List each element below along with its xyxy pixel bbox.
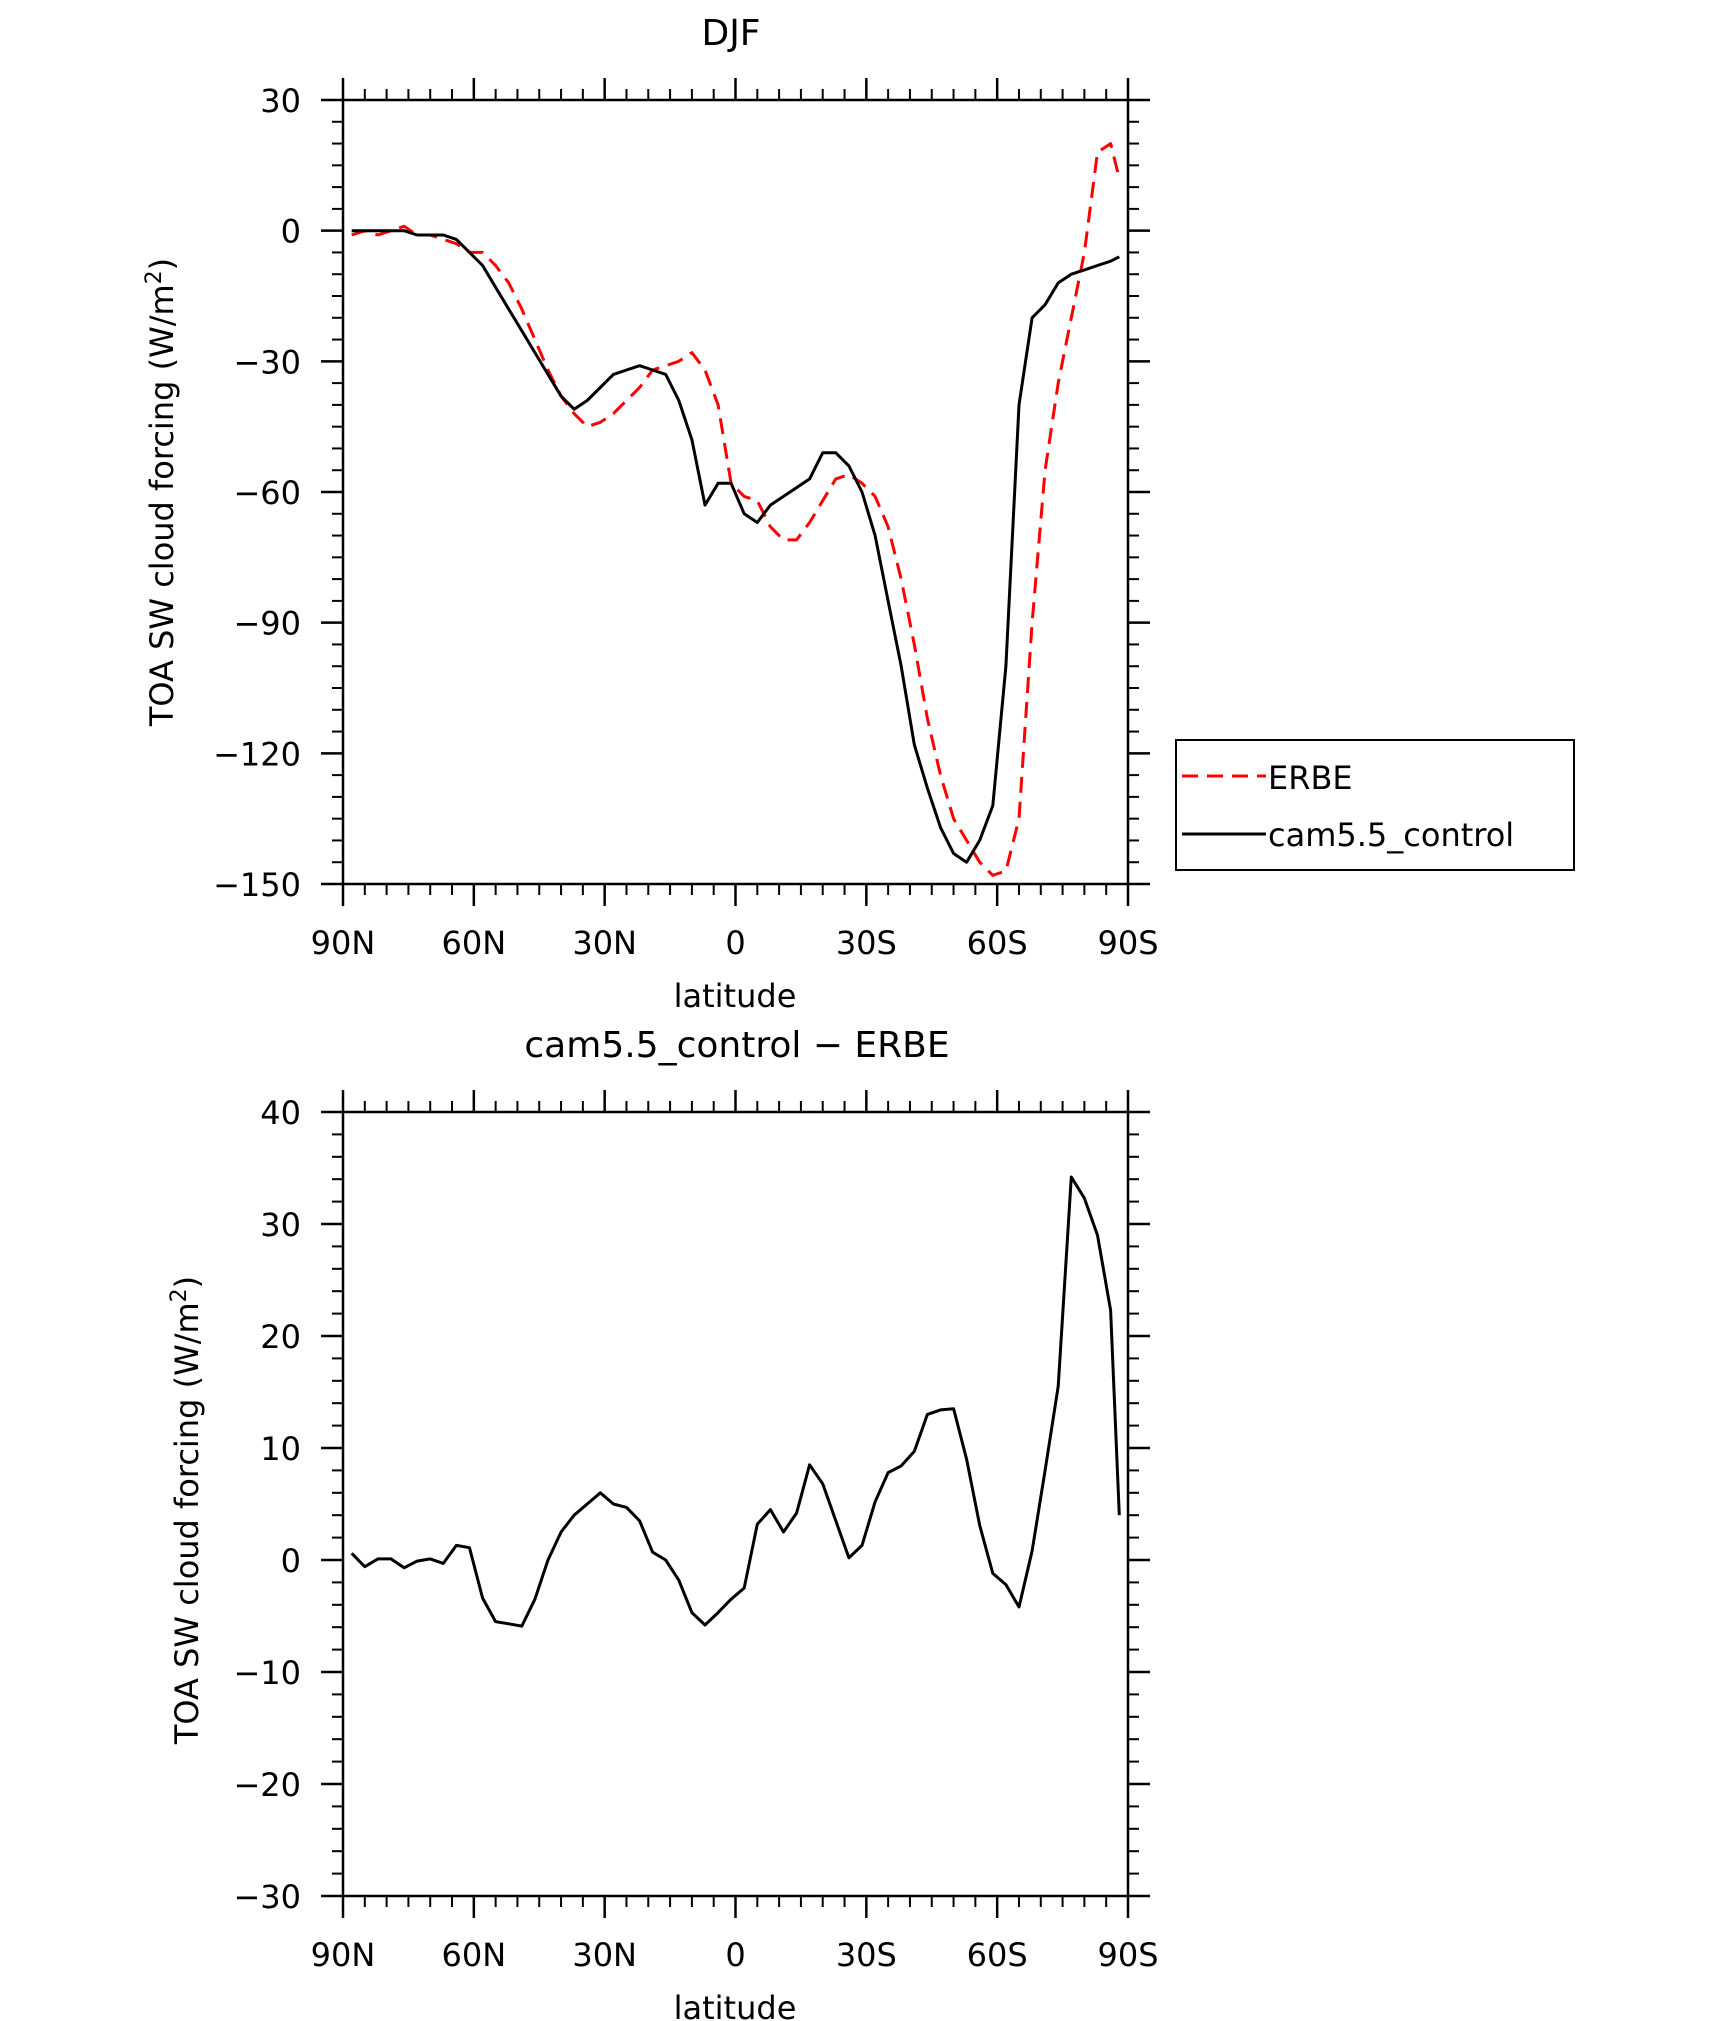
bottom-x-tick-label: 90N — [311, 1936, 376, 1974]
top-y-tick-label: −30 — [233, 343, 301, 381]
top-chart-y-axis-label-close: ) — [143, 258, 181, 270]
bottom-x-tick-label: 90S — [1097, 1936, 1158, 1974]
bottom-x-tick-label: 60N — [442, 1936, 507, 1974]
bottom-chart: cam5.5_control − ERBE 90N 60N 30N 0 30S 60S 90… — [167, 1025, 1159, 2021]
top-chart-legend: ERBE cam5.5_control — [1175, 739, 1575, 871]
top-chart-y-axis-label-exponent: 2 — [142, 270, 167, 284]
bottom-y-tick-label: 0 — [281, 1542, 301, 1580]
bottom-series-line-difference — [350, 1175, 1121, 1628]
bottom-y-tick-label: −30 — [233, 1878, 301, 1916]
top-x-tick-label: 30N — [572, 924, 637, 962]
bottom-y-tick-label: 20 — [260, 1318, 301, 1356]
top-chart-series — [351, 142, 1121, 877]
top-chart: DJF 90N 60N 30N 0 30S 60S 90S 30 0 −30 −60 −90 −120… — [142, 13, 1575, 1015]
bottom-chart-y-axis-label-exponent: 2 — [167, 1288, 192, 1302]
bottom-chart-frame — [341, 1110, 1130, 1898]
bottom-chart-y-axis-label: TOA SW cloud forcing (W/m2) — [167, 1276, 207, 1745]
bottom-x-tick-label: 0 — [725, 1936, 745, 1974]
bottom-y-tick-label: 10 — [260, 1430, 301, 1468]
bottom-x-tick-label: 30S — [836, 1936, 897, 1974]
top-y-tick-label: −150 — [213, 866, 301, 904]
top-x-tick-label: 90N — [311, 924, 376, 962]
top-chart-x-axis-label: latitude — [674, 977, 797, 1015]
bottom-y-tick-label: −10 — [233, 1654, 301, 1692]
bottom-x-tick-label: 60S — [967, 1936, 1028, 1974]
bottom-y-tick-label: 30 — [260, 1206, 301, 1244]
top-x-tick-label: 90S — [1097, 924, 1158, 962]
bottom-chart-series — [350, 1175, 1121, 1628]
legend-erbe-label: ERBE — [1268, 759, 1353, 797]
bottom-chart-y-tick-labels: 40 30 20 10 0 −10 −20 −30 — [233, 1094, 301, 1916]
bottom-y-tick-label: −20 — [233, 1766, 301, 1804]
bottom-y-tick-label: 40 — [260, 1094, 301, 1132]
top-y-tick-label: 0 — [281, 213, 301, 251]
top-chart-y-tick-labels: 30 0 −30 −60 −90 −120 −150 — [213, 82, 301, 904]
bottom-chart-title: cam5.5_control − ERBE — [524, 1025, 949, 1066]
top-y-tick-label: −60 — [233, 474, 301, 512]
top-x-tick-label: 30S — [836, 924, 897, 962]
bottom-chart-y-axis-label-close: ) — [168, 1276, 206, 1288]
top-y-tick-label: 30 — [260, 82, 301, 120]
legend-cam-label: cam5.5_control — [1268, 816, 1514, 854]
top-chart-ticks — [321, 78, 1150, 906]
top-x-tick-label: 60N — [442, 924, 507, 962]
bottom-x-tick-label: 30N — [572, 1936, 637, 1974]
top-chart-x-tick-labels: 90N 60N 30N 0 30S 60S 90S — [311, 924, 1159, 962]
legend-box — [1175, 739, 1575, 871]
bottom-chart-y-axis-label-main: TOA SW cloud forcing (W/m — [168, 1302, 206, 1745]
top-y-tick-label: −120 — [213, 735, 301, 773]
top-x-tick-label: 60S — [967, 924, 1028, 962]
top-x-tick-label: 0 — [725, 924, 745, 962]
bottom-chart-ticks — [321, 1090, 1150, 1918]
top-chart-title: DJF — [701, 13, 760, 54]
top-chart-y-axis-label: TOA SW cloud forcing (W/m2) — [142, 258, 182, 727]
bottom-chart-x-tick-labels: 90N 60N 30N 0 30S 60S 90S — [311, 1936, 1159, 1974]
top-series-line-cam5-5-control — [351, 229, 1120, 864]
top-y-tick-label: −90 — [233, 605, 301, 643]
bottom-chart-x-axis-label: latitude — [674, 1989, 797, 2021]
top-chart-y-axis-label-main: TOA SW cloud forcing (W/m — [143, 284, 181, 727]
top-series-line-erbe — [351, 142, 1121, 877]
